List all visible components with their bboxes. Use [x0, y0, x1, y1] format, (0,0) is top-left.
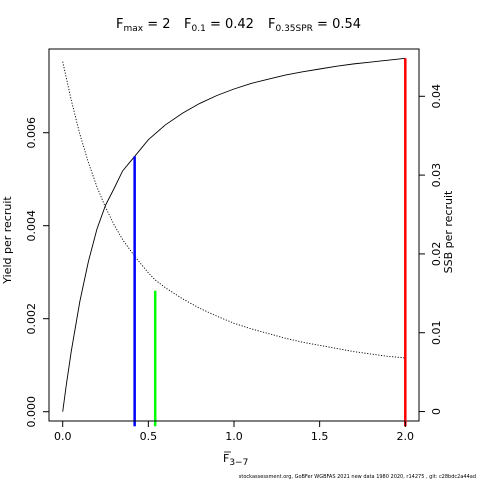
y-left-tick-label: 0.000 [25, 396, 38, 428]
title-f035spr-sub: 0.35SPR [275, 24, 312, 34]
footer-note: stockassessment.org, GoBFer WGBFAS 2021 … [239, 474, 476, 480]
x-axis-title-text: F3−7 [223, 452, 248, 468]
chart-title: Fmax = 2 F0.1 = 0.42 F0.35SPR = 0.54 [116, 17, 361, 34]
x-tick-label: 0.5 [140, 430, 158, 443]
x-axis-title-sub: 3−7 [229, 458, 248, 468]
x-tick-label: 1.0 [225, 430, 243, 443]
series-line-yield-per-recruit [62, 57, 406, 412]
y-right-tick-label: 0.03 [430, 163, 443, 188]
x-axis-title: F3−7 [223, 451, 248, 468]
title-f01-main: F [184, 17, 191, 32]
y-left-tick-label: 0.006 [25, 117, 38, 149]
y-left-tick-label: 0.002 [25, 303, 38, 335]
y-right-tick-label: 0 [430, 408, 443, 415]
y-left-tick-label: 0.004 [25, 210, 38, 242]
title-f035spr-rest: = 0.54 [313, 17, 361, 32]
y-right-tick-label: 0.01 [430, 320, 443, 345]
title-f01: F0.1 = 0.42 [184, 17, 254, 34]
reference-lines [133, 58, 407, 427]
y-right-tick-label: 0.04 [430, 84, 443, 109]
title-f01-rest: = 0.42 [206, 17, 254, 32]
x-tick-label: 0.0 [54, 430, 72, 443]
title-fmax-main: F [116, 17, 123, 32]
title-fmax-rest: = 2 [143, 17, 170, 32]
y-left-axis: 0.000 0.002 0.004 0.006 [25, 117, 50, 428]
title-fmax-sub: max [123, 24, 143, 34]
y-right-axis: 0 0.01 0.02 0.03 0.04 [418, 84, 443, 415]
y-left-axis-title: Yield per recruit [1, 196, 14, 285]
x-tick-label: 2.0 [397, 430, 415, 443]
y-right-axis-title: SSB per recruit [442, 190, 455, 273]
x-axis: 0.0 0.5 1.0 1.5 2.0 [54, 420, 415, 443]
y-right-tick-label: 0.02 [430, 242, 443, 266]
title-fmax: Fmax = 2 [116, 17, 171, 34]
series-layer [62, 57, 406, 412]
title-f035spr-main: F [268, 17, 275, 32]
series-line-ssb-per-recruit [62, 61, 406, 359]
title-f01-sub: 0.1 [191, 24, 205, 34]
plot-frame [48, 48, 420, 422]
x-tick-label: 1.5 [311, 430, 329, 443]
title-f035spr: F0.35SPR = 0.54 [268, 17, 361, 34]
x-axis-title-main: F [223, 452, 229, 465]
